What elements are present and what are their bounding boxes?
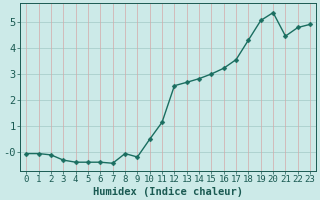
X-axis label: Humidex (Indice chaleur): Humidex (Indice chaleur) xyxy=(93,186,243,197)
